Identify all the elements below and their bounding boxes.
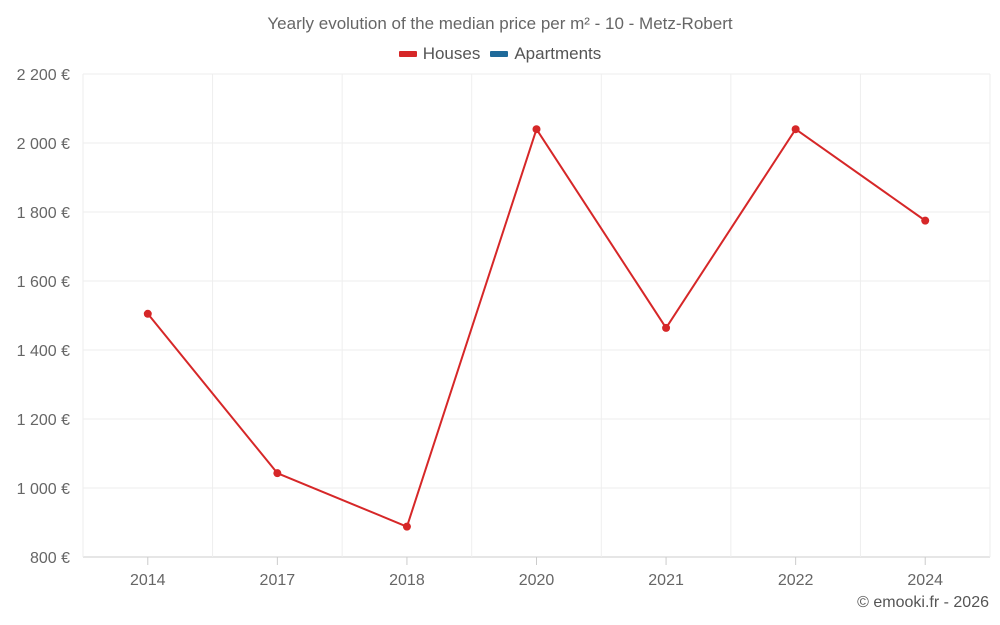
y-tick-label: 2 000 € bbox=[17, 136, 70, 153]
y-tick-label: 1 600 € bbox=[17, 274, 70, 291]
data-point bbox=[143, 309, 152, 318]
data-point bbox=[532, 125, 541, 134]
chart-title: Yearly evolution of the median price per… bbox=[267, 14, 733, 33]
x-tick-label: 2024 bbox=[907, 572, 943, 589]
data-point bbox=[662, 323, 671, 332]
x-tick-label: 2022 bbox=[778, 572, 814, 589]
data-point bbox=[273, 469, 282, 478]
data-point bbox=[921, 216, 930, 225]
series-line-houses bbox=[147, 128, 926, 528]
legend-label-apartments: Apartments bbox=[514, 44, 602, 63]
data-point bbox=[791, 125, 800, 134]
y-tick-label: 1 400 € bbox=[17, 343, 70, 360]
y-tick-label: 1 800 € bbox=[17, 205, 70, 222]
legend-swatch-houses bbox=[398, 51, 417, 57]
y-tick-label: 1 000 € bbox=[17, 481, 70, 498]
legend-swatch-apartments bbox=[490, 51, 509, 57]
x-tick-label: 2018 bbox=[389, 572, 425, 589]
legend-item-apartments[interactable]: Apartments bbox=[490, 44, 601, 64]
y-tick-label: 1 200 € bbox=[17, 412, 70, 429]
x-tick-label: 2020 bbox=[519, 572, 555, 589]
credit-text: © emooki.fr - 2026 bbox=[857, 594, 989, 611]
x-tick-label: 2021 bbox=[648, 572, 684, 589]
legend: Houses Apartments bbox=[0, 44, 1000, 64]
data-point bbox=[402, 522, 411, 531]
y-tick-label: 2 200 € bbox=[17, 67, 70, 84]
legend-item-houses[interactable]: Houses bbox=[398, 44, 481, 64]
x-tick-label: 2017 bbox=[260, 572, 296, 589]
legend-label-houses: Houses bbox=[422, 44, 481, 63]
y-tick-label: 800 € bbox=[30, 550, 70, 567]
x-tick-label: 2014 bbox=[130, 572, 166, 589]
